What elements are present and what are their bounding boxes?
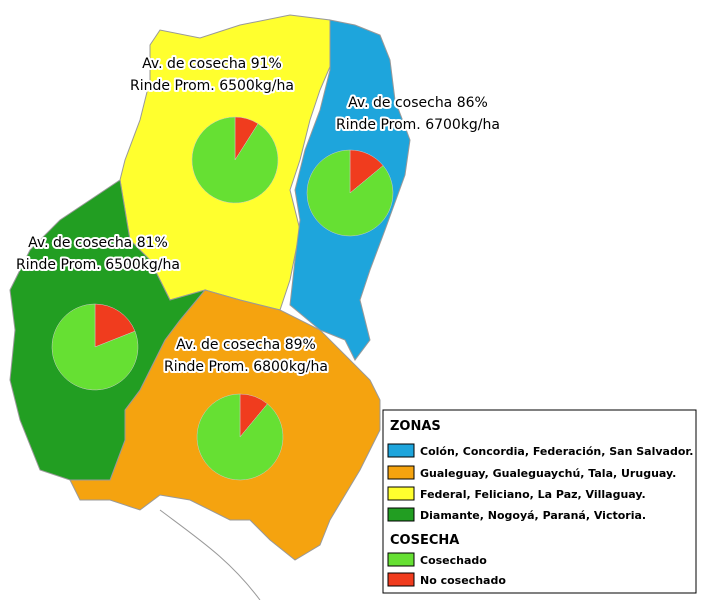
pie-slice-harvested — [306, 149, 394, 237]
zone-label: Av. de cosecha 81% — [28, 235, 168, 251]
legend-label: Gualeguay, Gualeguaychú, Tala, Uruguay. — [420, 467, 676, 480]
zone-label: Av. de cosecha 86% — [348, 95, 488, 111]
legend-swatch — [387, 443, 415, 458]
legend-label: Cosechado — [420, 554, 487, 567]
pie-slice-harvested — [196, 393, 284, 481]
zone-label: Av. de cosecha 91% — [142, 56, 282, 72]
legend-swatch — [387, 552, 415, 567]
zone-label: Av. de cosecha 89% — [176, 337, 316, 353]
zone-label: Rinde Prom. 6700kg/ha — [336, 117, 500, 133]
pie-slice-harvested — [191, 116, 279, 204]
legend-label: Federal, Feliciano, La Paz, Villaguay. — [420, 488, 646, 501]
legend-swatch — [387, 507, 415, 522]
legend-swatch — [387, 486, 415, 501]
pie-slice-harvested — [51, 303, 139, 391]
pie-slice-not-harvested — [94, 303, 136, 348]
river — [159, 509, 261, 600]
legend-swatch — [387, 465, 415, 480]
legend-title: ZONAS — [390, 419, 441, 434]
legend-swatch — [387, 572, 415, 587]
legend-title: COSECHA — [390, 533, 459, 548]
zone-label: Rinde Prom. 6800kg/ha — [164, 359, 328, 375]
legend-box — [382, 409, 697, 594]
zone-label: Rinde Prom. 6500kg/ha — [130, 78, 294, 94]
legend-label: No cosechado — [420, 574, 506, 587]
zone-label: Rinde Prom. 6500kg/ha — [16, 257, 180, 273]
legend-label: Diamante, Nogoyá, Paraná, Victoria. — [420, 509, 646, 522]
legend-label: Colón, Concordia, Federación, San Salvad… — [420, 445, 693, 458]
